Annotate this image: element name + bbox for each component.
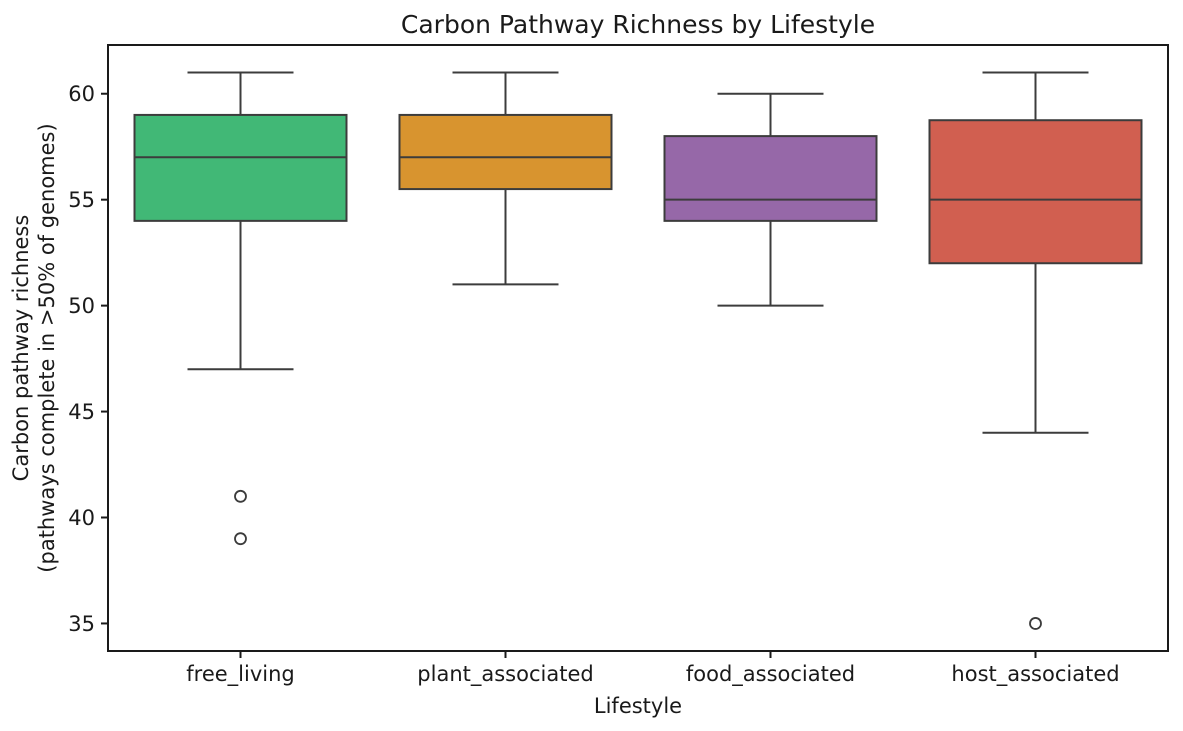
- box-free_living: [133, 113, 348, 222]
- y-tick-label: 40: [68, 506, 95, 530]
- y-tick-label: 55: [68, 188, 95, 212]
- y-tick-label: 35: [68, 612, 95, 636]
- x-tick-label-free_living: free_living: [186, 662, 294, 687]
- plot-frame: [107, 44, 1169, 652]
- x-axis-label: Lifestyle: [593, 694, 683, 718]
- y-tick-label: 60: [68, 82, 95, 106]
- x-tick-label-food_associated: food_associated: [686, 662, 855, 687]
- y-tick-label: 50: [68, 294, 95, 318]
- x-tick-label-host_associated: host_associated: [951, 662, 1119, 687]
- box-host_associated: [928, 119, 1143, 265]
- x-tick-label-plant_associated: plant_associated: [417, 662, 593, 687]
- outlier-host_associated: [1029, 617, 1042, 630]
- outlier-free_living: [234, 532, 247, 546]
- outlier-free_living: [234, 489, 247, 503]
- box-plant_associated: [398, 113, 613, 191]
- y-tick-label: 45: [68, 400, 95, 424]
- box-food_associated: [663, 135, 878, 222]
- chart-title: Carbon Pathway Richness by Lifestyle: [400, 10, 876, 39]
